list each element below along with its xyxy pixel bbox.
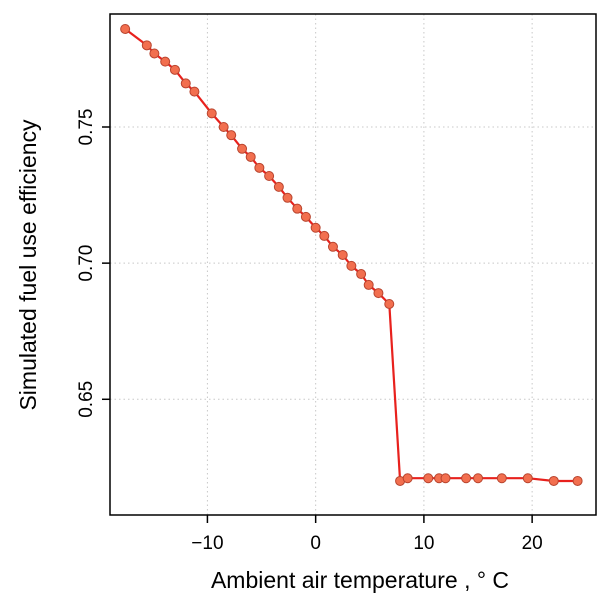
data-point (522, 473, 533, 484)
data-point (572, 475, 583, 486)
x-tick-label: 10 (413, 533, 434, 554)
data-point (310, 222, 321, 233)
data-point (180, 78, 191, 89)
data-point (206, 108, 217, 119)
data-point (237, 143, 248, 154)
data-point (548, 475, 559, 486)
data-point (282, 192, 293, 203)
data-series (120, 23, 583, 486)
data-point (120, 23, 131, 34)
data-point (356, 269, 367, 280)
y-tick-label: 0.65 (76, 381, 97, 418)
axis-ticks: −10 0 10 20 0.65 0.70 0.75 (76, 109, 543, 554)
data-point (327, 241, 338, 252)
plot-frame (109, 13, 597, 516)
data-point (300, 211, 311, 222)
data-point (346, 260, 357, 271)
series-line (124, 28, 578, 483)
x-tick-label: 20 (522, 533, 543, 554)
data-point (384, 298, 395, 309)
y-tick-label: 0.70 (76, 245, 97, 282)
data-point (160, 56, 171, 67)
data-point (245, 151, 256, 162)
y-tick-label: 0.75 (76, 109, 97, 146)
data-point (169, 64, 180, 75)
data-point (319, 230, 330, 241)
data-point (254, 162, 265, 173)
data-point (363, 279, 374, 290)
x-tick-label: 0 (310, 533, 321, 554)
data-point (264, 171, 275, 182)
data-point (273, 181, 284, 192)
data-point (189, 86, 200, 97)
y-axis-label: Simulated fuel use efficiency (15, 119, 41, 411)
data-point (440, 473, 451, 484)
data-point (461, 473, 472, 484)
x-tick-label: −10 (191, 533, 223, 554)
data-point (218, 121, 229, 132)
data-point (473, 473, 484, 484)
data-point (149, 48, 160, 59)
data-point (496, 473, 507, 484)
x-axis-label: Ambient air temperature , ° C (211, 567, 509, 593)
data-point (141, 40, 152, 51)
data-point (292, 203, 303, 214)
data-point (402, 473, 413, 484)
data-point (337, 249, 348, 260)
data-point (423, 473, 434, 484)
data-point (226, 130, 237, 141)
data-point (373, 288, 384, 299)
